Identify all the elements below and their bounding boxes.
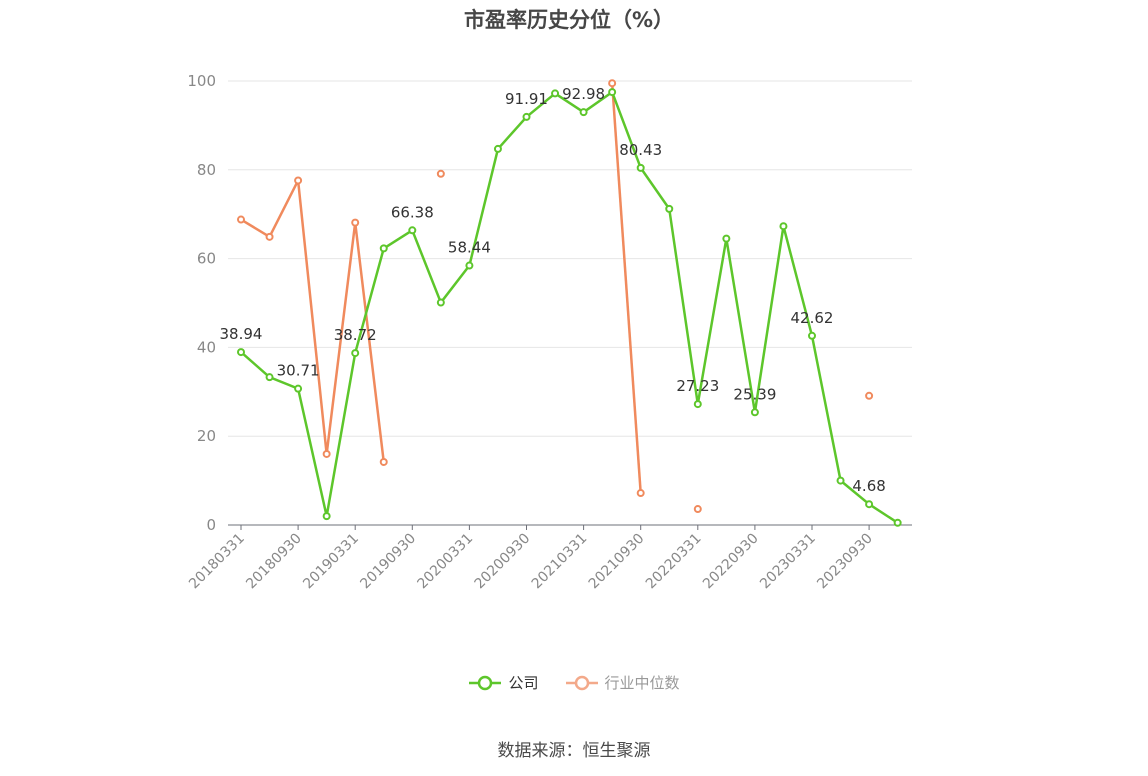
series-company-point-20211231 xyxy=(665,204,674,213)
series-company-point-20210930 xyxy=(636,163,645,172)
legend-industry-line-icon xyxy=(565,675,598,690)
x-tick-label-20220331: 20220331 xyxy=(643,531,705,593)
series-company-point-20190331 xyxy=(351,349,360,358)
data-label-20190331: 38.72 xyxy=(334,326,377,344)
series-company-point-20200930 xyxy=(522,112,531,121)
series-company-point-20200630 xyxy=(493,144,502,153)
source-note: 数据来源：恒生聚源 xyxy=(497,741,651,761)
series-industry-point-20190630 xyxy=(379,457,388,466)
chart-title: 市盈率历史分位（%） xyxy=(463,8,675,32)
series-company-point-20231231 xyxy=(893,518,902,527)
x-tick-label-20230331: 20230331 xyxy=(757,531,819,593)
axis-layer: 0 20 40 60 80 100 2018033120180930201903312019… xyxy=(186,72,912,592)
x-tick-label-20190930: 20190930 xyxy=(357,531,419,593)
chart-area: 0 20 40 60 80 100 2018033120180930201903312019… xyxy=(186,72,912,592)
x-tick-label-20230930: 20230930 xyxy=(814,531,876,593)
series-company-point-20220331 xyxy=(693,400,702,409)
data-label-20200930: 91.91 xyxy=(505,90,548,108)
series-company-point-20181231 xyxy=(322,512,331,521)
data-label-20210331: 92.98 xyxy=(562,85,605,103)
label-layer: 38.94 30.71 38.72 66.38 58.44 91.91 92.98 80.43… xyxy=(220,85,886,495)
y-tick-label-80: 80 xyxy=(197,161,216,179)
series-industry-point-20180630 xyxy=(265,232,274,241)
series-company-line-0 xyxy=(240,90,899,524)
x-tick-label-20180331: 20180331 xyxy=(186,531,248,593)
x-tick-label-20200930: 20200930 xyxy=(472,531,534,593)
x-tick-label-20190331: 20190331 xyxy=(300,531,362,593)
series-industry-point-20210930 xyxy=(636,489,645,498)
data-label-20220331: 27.23 xyxy=(676,377,719,395)
series-company-point-20190630 xyxy=(379,244,388,253)
x-tick-label-20210331: 20210331 xyxy=(529,531,591,593)
series-industry-line-0 xyxy=(240,179,385,463)
series-company-point-20220630 xyxy=(722,234,731,243)
grid-layer xyxy=(228,80,912,437)
x-tick-label-20200331: 20200331 xyxy=(415,531,477,593)
series-company-point-20201231 xyxy=(551,89,560,98)
legend-company-label: 公司 xyxy=(508,674,539,692)
series-company-point-20180930 xyxy=(294,384,303,393)
series-company-point-20180630 xyxy=(265,373,274,382)
series-industry-point-20190331 xyxy=(351,218,360,227)
y-tick-label-0: 0 xyxy=(206,516,216,534)
series-company-point-20230331 xyxy=(808,331,816,340)
y-tick-label-100: 100 xyxy=(187,72,216,90)
series-company-point-20210331 xyxy=(579,108,588,117)
x-tick-label-20210930: 20210930 xyxy=(586,531,648,593)
y-tick-label-60: 60 xyxy=(197,250,216,268)
series-company-point-20210630 xyxy=(608,88,617,97)
series-company-point-20191231 xyxy=(436,298,445,307)
data-label-20200331: 58.44 xyxy=(448,239,491,257)
series-industry-line-2 xyxy=(610,83,642,494)
series-industry-point-20191231 xyxy=(436,169,445,178)
series-industry-point-20210630 xyxy=(608,79,617,88)
series-company-point-20190930 xyxy=(408,226,417,235)
x-tick-label-20180930: 20180930 xyxy=(243,531,305,593)
legend-item-company[interactable]: 公司 xyxy=(468,672,539,693)
data-label-20220930: 25.39 xyxy=(733,385,776,403)
series-company-point-20230630 xyxy=(836,476,845,485)
series-company-point-20221231 xyxy=(779,222,788,231)
series-industry-point-20180930 xyxy=(294,176,303,185)
legend: 公司 行业中位数 xyxy=(0,672,1148,693)
series-layer xyxy=(237,79,902,527)
legend-item-industry[interactable]: 行业中位数 xyxy=(565,672,680,693)
data-label-20180331: 38.94 xyxy=(220,325,263,343)
x-tick-label-20220930: 20220930 xyxy=(700,531,762,593)
series-company-point-20180331 xyxy=(237,348,245,357)
data-label-20230930: 4.68 xyxy=(852,477,885,495)
series-industry-point-20180331 xyxy=(237,215,245,224)
series-company-point-20220930 xyxy=(750,408,759,417)
legend-industry-label: 行业中位数 xyxy=(604,674,680,692)
series-company-point-20230930 xyxy=(865,500,874,509)
series-industry-point-20181231 xyxy=(322,449,331,458)
data-label-20180930: 30.71 xyxy=(277,362,320,380)
y-tick-label-20: 20 xyxy=(197,427,216,445)
series-company-point-20200331 xyxy=(465,261,474,270)
y-tick-label-40: 40 xyxy=(197,338,216,356)
data-label-20210930: 80.43 xyxy=(619,141,662,159)
legend-company-line-icon xyxy=(469,675,502,690)
data-label-20230331: 42.62 xyxy=(791,309,834,327)
series-industry-point-20220331 xyxy=(693,505,702,514)
data-label-20190930: 66.38 xyxy=(391,203,434,221)
series-industry-point-20230930 xyxy=(865,391,874,400)
